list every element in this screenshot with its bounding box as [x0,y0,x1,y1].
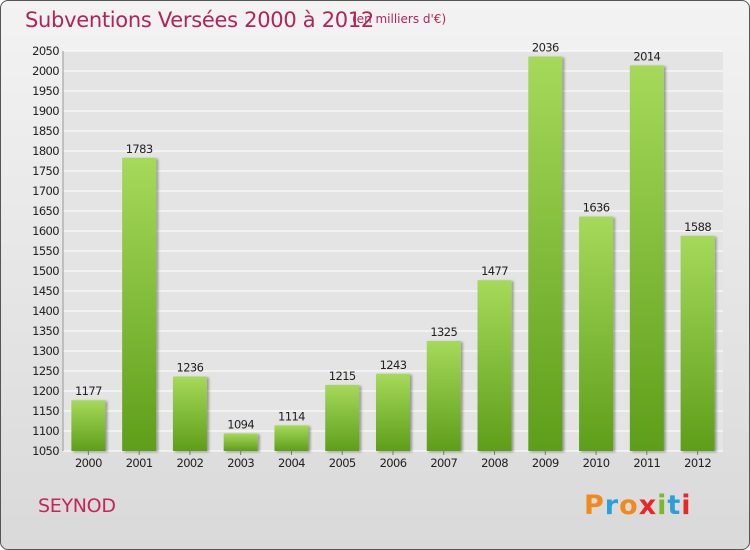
bar [122,157,157,452]
y-tick-label: 1100 [32,424,59,438]
y-tick-label: 1600 [32,224,59,238]
bar-value-label: 1094 [227,417,254,431]
bar-value-label: 2014 [633,49,660,63]
y-tick-label: 2050 [32,44,59,58]
bar [71,400,106,451]
logo-letter: P [584,490,605,521]
x-tick-label: 2011 [633,456,660,470]
x-tick-label: 2009 [532,456,559,470]
bar-value-label: 1477 [481,264,508,278]
x-tick-label: 2001 [126,456,153,470]
y-tick-label: 1550 [32,244,59,258]
y-tick-label: 1800 [32,144,59,158]
y-tick-label: 1750 [32,164,59,178]
bar-value-label: 1236 [176,361,203,375]
logo-letter: x [638,490,658,521]
logo-letter: r [604,490,620,521]
y-tick-label: 1350 [32,324,59,338]
bar-value-label: 1588 [684,220,711,234]
bar [172,376,207,451]
y-tick-label: 1450 [32,284,59,298]
y-tick-label: 1850 [32,124,59,138]
y-tick-label: 2000 [32,64,59,78]
x-tick-label: 2008 [481,456,508,470]
y-tick-label: 1700 [32,184,59,198]
x-tick-label: 2005 [329,456,356,470]
bar-value-label: 2036 [532,41,559,55]
x-tick-label: 2004 [278,456,305,470]
bar [680,235,715,451]
chart-title: Subventions Versées 2000 à 2012 [25,8,374,32]
y-tick-label: 1150 [32,404,59,418]
x-tick-label: 2002 [176,456,203,470]
bar-value-label: 1243 [380,358,407,372]
y-tick-label: 1900 [32,104,59,118]
bar [426,341,461,451]
logo-letter: t [667,490,682,521]
x-tick-label: 2012 [684,456,711,470]
bar-value-label: 1215 [329,369,356,383]
bar-value-label: 1325 [430,325,457,339]
y-tick-label: 1400 [32,304,59,318]
bar [274,425,309,451]
proxiti-logo: Proxiti [584,490,692,521]
bar [477,280,512,451]
x-tick-label: 2010 [583,456,610,470]
x-tick-label: 2000 [75,456,102,470]
bar-value-label: 1114 [278,409,305,423]
x-tick-label: 2003 [227,456,254,470]
x-tick-label: 2006 [380,456,407,470]
bar [579,216,614,451]
y-tick-label: 1950 [32,84,59,98]
bar-value-label: 1177 [75,384,102,398]
logo-letter: o [619,490,639,521]
bar-value-label: 1636 [583,201,610,215]
y-tick-label: 1050 [32,444,59,458]
y-tick-label: 1250 [32,364,59,378]
bar [223,433,258,451]
bar [376,373,410,451]
y-tick-label: 1650 [32,204,59,218]
commune-name: SEYNOD [38,495,116,517]
y-tick-label: 1200 [32,384,59,398]
logo-letter: i [681,490,692,521]
y-tick-label: 1300 [32,344,59,358]
x-tick-label: 2007 [430,456,457,470]
bar-value-label: 1783 [126,142,153,156]
bar [629,65,664,452]
logo-letter: i [657,490,668,521]
bar [528,56,563,451]
bar [325,385,360,451]
chart-unit: (en milliers d'€) [352,12,447,26]
y-tick-label: 1500 [32,264,59,278]
